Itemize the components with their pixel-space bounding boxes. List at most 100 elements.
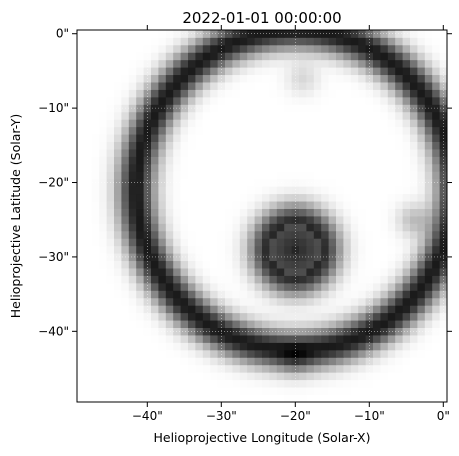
heatmap-cell [128, 134, 137, 142]
heatmap-cell [306, 171, 315, 180]
heatmap-cell [365, 223, 374, 232]
heatmap-cell [158, 208, 167, 217]
heatmap-cell [313, 312, 322, 321]
heatmap-cell [336, 282, 344, 291]
heatmap-cell [291, 238, 300, 247]
heatmap-cell [336, 394, 344, 403]
heatmap-cell [225, 82, 233, 90]
heatmap-cell [424, 59, 433, 68]
heatmap-cell [380, 126, 389, 135]
heatmap-cell [291, 178, 300, 187]
heatmap-cell [232, 89, 241, 98]
heatmap-cell [84, 82, 93, 90]
heatmap-cell [306, 119, 315, 128]
heatmap-cell [424, 44, 433, 53]
heatmap-cell [291, 52, 300, 61]
heatmap-cell [424, 379, 433, 388]
heatmap-cell [225, 193, 233, 202]
heatmap-cell [165, 96, 174, 105]
heatmap-cell [313, 89, 322, 98]
heatmap-cell [395, 193, 403, 202]
heatmap-cell [128, 364, 137, 373]
heatmap-cell [84, 67, 93, 76]
heatmap-cell [128, 312, 137, 321]
heatmap-cell [121, 201, 130, 209]
heatmap-cell [106, 67, 115, 76]
heatmap-cell [91, 230, 100, 239]
heatmap-cell [158, 335, 167, 343]
heatmap-cell [380, 119, 389, 128]
heatmap-cell [432, 230, 440, 239]
heatmap-cell [343, 357, 352, 366]
heatmap-cell [128, 193, 137, 202]
heatmap-cell [106, 290, 115, 299]
heatmap-cell [380, 208, 389, 217]
heatmap-cell [313, 275, 322, 284]
heatmap-cell [402, 149, 411, 157]
heatmap-cell [299, 201, 307, 209]
heatmap-cell [202, 312, 211, 321]
heatmap-cell [343, 201, 352, 209]
heatmap-cell [358, 201, 366, 209]
heatmap-cell [158, 141, 167, 150]
heatmap-cell [328, 156, 337, 165]
heatmap-cell [432, 59, 440, 68]
heatmap-cell [239, 201, 248, 209]
heatmap-cell [321, 305, 329, 314]
heatmap-cell [410, 37, 418, 46]
heatmap-cell [358, 156, 366, 165]
heatmap-cell [128, 111, 137, 120]
heatmap-cell [336, 238, 344, 247]
heatmap-cell [121, 312, 130, 321]
heatmap-cell [387, 119, 396, 128]
heatmap-cell [343, 193, 352, 202]
heatmap-cell [350, 312, 359, 321]
heatmap-cell [99, 149, 107, 157]
heatmap-cell [306, 178, 315, 187]
heatmap-cell [210, 372, 218, 381]
heatmap-cell [365, 335, 374, 343]
heatmap-cell [188, 126, 196, 135]
heatmap-cell [439, 52, 448, 61]
heatmap-cell [402, 30, 411, 38]
heatmap-cell [313, 223, 322, 232]
heatmap-cell [151, 290, 159, 299]
heatmap-cell [210, 297, 218, 306]
heatmap-cell [188, 238, 196, 247]
heatmap-cell [417, 119, 426, 128]
heatmap-cell [195, 96, 204, 105]
heatmap-cell [158, 44, 167, 53]
heatmap-cell [276, 305, 285, 314]
heatmap-cell [217, 268, 226, 276]
heatmap-cell [136, 379, 144, 388]
heatmap-cell [284, 312, 292, 321]
heatmap-cell [128, 245, 137, 254]
heatmap-cell [306, 349, 315, 358]
heatmap-cell [254, 104, 263, 113]
heatmap-cell [106, 245, 115, 254]
heatmap-cell [143, 111, 152, 120]
heatmap-cell [262, 312, 270, 321]
heatmap-cell [373, 245, 381, 254]
heatmap-cell [306, 96, 315, 105]
heatmap-cell [151, 335, 159, 343]
heatmap-cell [395, 67, 403, 76]
heatmap-cell [188, 394, 196, 403]
heatmap-cell [358, 37, 366, 46]
heatmap-cell [262, 305, 270, 314]
heatmap-cell [313, 82, 322, 90]
heatmap-cell [276, 275, 285, 284]
heatmap-cell [128, 305, 137, 314]
heatmap-cell [387, 89, 396, 98]
heatmap-cell [180, 193, 189, 202]
heatmap-cell [165, 111, 174, 120]
heatmap-cell [291, 223, 300, 232]
heatmap-cell [254, 387, 263, 395]
heatmap-cell [439, 238, 448, 247]
heatmap-cell [202, 201, 211, 209]
heatmap-cell [136, 364, 144, 373]
heatmap-cell [284, 282, 292, 291]
heatmap-cell [276, 163, 285, 172]
heatmap-cell [232, 335, 241, 343]
heatmap-cell [173, 201, 181, 209]
